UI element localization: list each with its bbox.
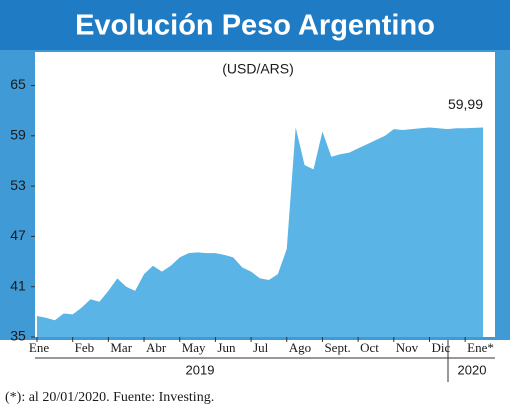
x-tick-label: Jul	[253, 340, 269, 355]
chart-title: Evolución Peso Argentino	[75, 10, 435, 42]
x-tick-label: Jun	[217, 340, 236, 355]
area	[37, 127, 483, 337]
x-tick-label: Mar	[110, 340, 132, 355]
subtitle: (USD/ARS)	[222, 61, 294, 77]
x-tick-label: Feb	[75, 340, 95, 355]
x-tick-label: Ene*	[467, 340, 494, 355]
x-tick-label: Sept.	[324, 340, 350, 355]
y-tick-label: 47	[10, 227, 26, 243]
x-tick-label: Ago	[289, 340, 311, 355]
y-tick-label: 59	[10, 127, 26, 143]
x-tick-label: Dic	[431, 340, 450, 355]
y-tick-label: 53	[10, 177, 26, 193]
value-label: 59,99	[448, 96, 483, 112]
year-label: 2019	[186, 362, 215, 377]
year-label: 2020	[458, 362, 487, 377]
x-tick-label: Nov	[396, 340, 419, 355]
y-tick-label: 65	[10, 76, 26, 92]
footnote: (*): al 20/01/2020. Fuente: Investing.	[5, 390, 214, 405]
y-tick-label: 35	[10, 328, 26, 344]
x-tick-label: Ene	[29, 340, 49, 355]
x-tick-label: May	[182, 340, 206, 355]
x-tick-label: Oct	[360, 340, 379, 355]
x-tick-label: Abr	[146, 340, 167, 355]
y-tick-label: 41	[10, 277, 26, 293]
header-bar	[0, 0, 510, 50]
